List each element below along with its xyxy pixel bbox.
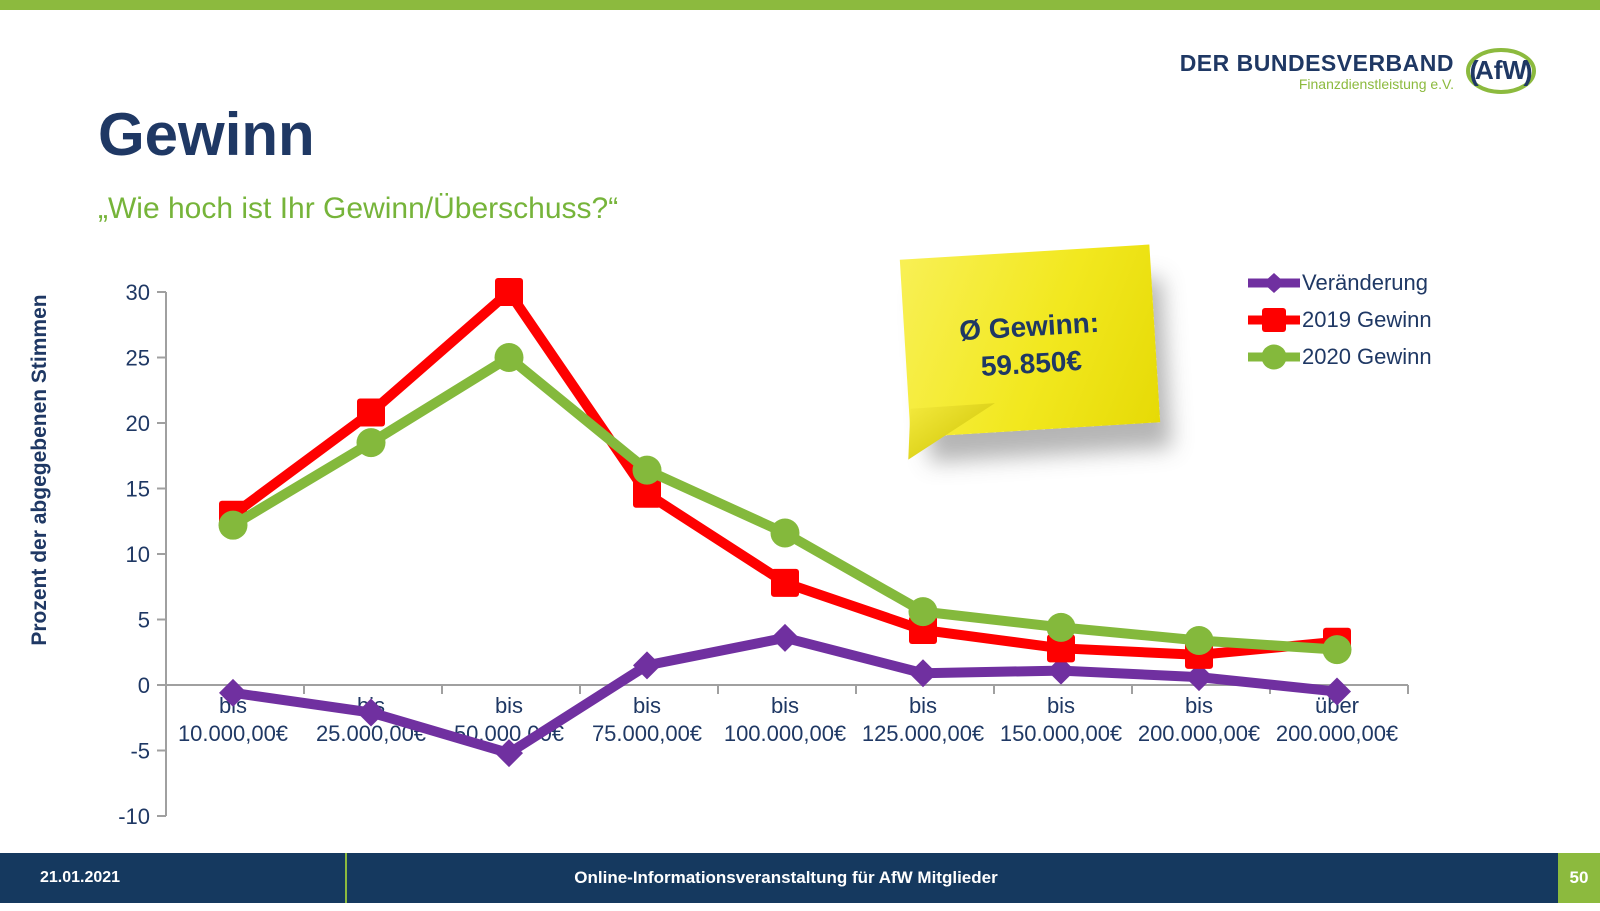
page-title: Gewinn — [98, 101, 315, 168]
y-tick-label: 30 — [126, 280, 150, 305]
top-accent-bar — [0, 0, 1600, 10]
marker-circle-2020-gewinn — [1184, 625, 1214, 655]
marker-square-2019-gewinn — [633, 479, 661, 508]
legend-label: 2019 Gewinn — [1302, 307, 1432, 332]
y-tick-label: 10 — [126, 542, 150, 567]
marker-diamond-ver-nderung — [909, 659, 937, 688]
marker-square-2019-gewinn — [771, 568, 799, 597]
marker-diamond-ver-nderung — [633, 651, 661, 680]
marker-circle-2020-gewinn — [218, 510, 248, 540]
marker-diamond-ver-nderung — [495, 739, 523, 768]
marker-circle-2020-gewinn — [632, 455, 662, 485]
y-tick-label: 25 — [126, 346, 150, 371]
y-tick-label: 0 — [138, 673, 150, 698]
logo-name: DER BUNDESVERBAND — [1179, 50, 1454, 76]
afw-logo-icon: AfW ( ) — [1466, 48, 1536, 94]
marker-circle-2020-gewinn — [1322, 635, 1352, 665]
marker-square-2019-gewinn — [357, 398, 385, 427]
svg-text:(: ( — [1469, 55, 1479, 86]
page-number: 50 — [1558, 853, 1600, 903]
footer-title: Online-Informationsveranstaltung für AfW… — [574, 868, 998, 887]
legend-item: 2020 Gewinn — [1248, 342, 1432, 372]
marker-circle-2020-gewinn — [356, 428, 386, 458]
footer-divider — [345, 853, 347, 903]
svg-text:AfW: AfW — [1475, 55, 1527, 85]
legend-swatch-icon — [1248, 273, 1300, 293]
marker-diamond-ver-nderung — [1323, 677, 1351, 706]
footer-bar: 21.01.2021 Online-Informationsveranstalt… — [0, 853, 1600, 903]
legend-label: 2020 Gewinn — [1302, 344, 1432, 369]
marker-circle-2020-gewinn — [908, 597, 938, 627]
x-tick-label: bis 75.000,00€ — [592, 693, 702, 746]
x-tick-label: bis 100.000,00€ — [724, 693, 846, 746]
y-tick-label: -5 — [130, 739, 150, 764]
legend-item: Veränderung — [1248, 268, 1432, 298]
marker-circle-2020-gewinn — [1046, 612, 1076, 642]
marker-diamond-ver-nderung — [1185, 663, 1213, 692]
logo-subname: Finanzdienstleistung e.V. — [1298, 76, 1454, 92]
y-tick-label: 20 — [126, 411, 150, 436]
marker-diamond-ver-nderung — [357, 698, 385, 727]
marker-circle-2020-gewinn — [770, 518, 800, 548]
footer-date: 21.01.2021 — [40, 869, 121, 886]
sticky-note: Ø Gewinn: 59.850€ — [899, 244, 1161, 438]
marker-circle-2020-gewinn — [494, 343, 524, 372]
logo-text: DER BUNDESVERBAND Finanzdienstleistung e… — [1180, 50, 1454, 92]
logo: DER BUNDESVERBAND Finanzdienstleistung e… — [1180, 46, 1538, 96]
svg-text:): ) — [1523, 55, 1532, 86]
series-line-2020-gewinn — [230, 351, 1338, 655]
marker-square-2019-gewinn — [1047, 634, 1075, 663]
page-subtitle: „Wie hoch ist Ihr Gewinn/Überschuss?“ — [98, 192, 619, 225]
y-tick-label: 15 — [126, 477, 150, 502]
series-line-2019-gewinn — [230, 284, 1338, 660]
marker-diamond-ver-nderung — [771, 623, 799, 652]
marker-diamond-ver-nderung — [219, 678, 247, 707]
legend: Veränderung 2019 Gewinn 2020 Gewinn — [1248, 268, 1432, 379]
marker-square-2019-gewinn — [495, 278, 523, 306]
legend-swatch-icon — [1248, 308, 1300, 332]
marker-diamond-ver-nderung — [1047, 656, 1075, 685]
legend-label: Veränderung — [1302, 270, 1428, 295]
y-tick-label: -10 — [118, 804, 150, 829]
x-tick-label: bis 150.000,00€ — [1000, 693, 1122, 746]
legend-item: 2019 Gewinn — [1248, 305, 1432, 335]
x-tick-label: bis 200.000,00€ — [1138, 693, 1260, 746]
legend-swatch-icon — [1248, 344, 1300, 370]
x-tick-label: bis 125.000,00€ — [862, 693, 984, 746]
y-tick-label: 5 — [138, 608, 150, 633]
